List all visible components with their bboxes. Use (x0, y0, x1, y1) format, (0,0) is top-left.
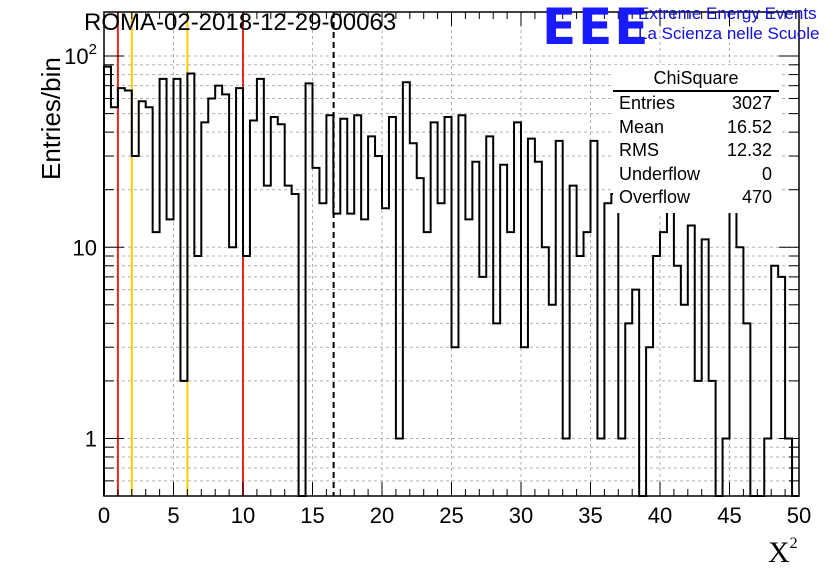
stats-divider (613, 90, 779, 92)
stats-label: Overflow (619, 187, 691, 207)
stats-value: 12.32 (726, 140, 772, 160)
y-tick-label-base: 10 (64, 44, 88, 69)
x-tick-label: 35 (578, 503, 602, 528)
y-tick-label: 102 (64, 41, 97, 69)
stats-value: 16.52 (726, 116, 772, 137)
stats-title: ChiSquare (653, 68, 739, 88)
x-tick-label: 5 (167, 503, 179, 528)
stats-row-mean: Mean 16.52 (613, 116, 779, 140)
stats-value: 3027 (731, 93, 772, 113)
x-tick-label: 45 (717, 503, 741, 528)
x-axis-label: X2 (768, 535, 798, 570)
stats-box: ChiSquare Entries 3027 Mean 16.52 RMS 12.32… (613, 65, 779, 213)
y-tick-label-exponent: 2 (89, 41, 97, 58)
eee-logo: EEE (542, 0, 651, 56)
y-tick-label: 10 (73, 235, 97, 260)
x-tick-label: 30 (509, 503, 533, 528)
x-tick-label: 40 (648, 503, 672, 528)
histogram-bars (103, 65, 799, 497)
stats-row-entries: Entries 3027 (613, 92, 779, 116)
x-tick-label: 10 (231, 503, 255, 528)
x-tick-label: 0 (98, 503, 110, 528)
stats-value: 470 (741, 187, 772, 207)
x-tick-label: 25 (439, 503, 463, 528)
x-tick-label: 50 (787, 503, 811, 528)
chart-title: ROMA-02-2018-12-29-00063 (84, 9, 397, 36)
x-axis-label-sup: 2 (789, 535, 798, 552)
y-axis-label: Entries/bin (4, 57, 66, 180)
logo-line-1: Extreme Energy Events (638, 4, 817, 23)
logo-line-2: La Scienza nelle Scuole (638, 24, 820, 43)
y-tick-label: 1 (85, 426, 97, 451)
stats-value: 0 (761, 163, 772, 184)
stats-row-underflow: Underflow 0 (613, 163, 779, 187)
stats-label: Mean (619, 116, 665, 137)
x-axis-label-text: X (768, 536, 790, 569)
stats-label: Entries (619, 93, 676, 113)
x-tick-label: 20 (370, 503, 394, 528)
y-axis-label-text: Entries/bin (36, 57, 66, 180)
stats-label: Underflow (619, 163, 701, 184)
stats-row-rms: RMS 12.32 (613, 139, 779, 163)
stats-label: RMS (619, 140, 659, 160)
stats-row-overflow: Overflow 470 (613, 186, 779, 210)
x-tick-label: 15 (300, 503, 324, 528)
